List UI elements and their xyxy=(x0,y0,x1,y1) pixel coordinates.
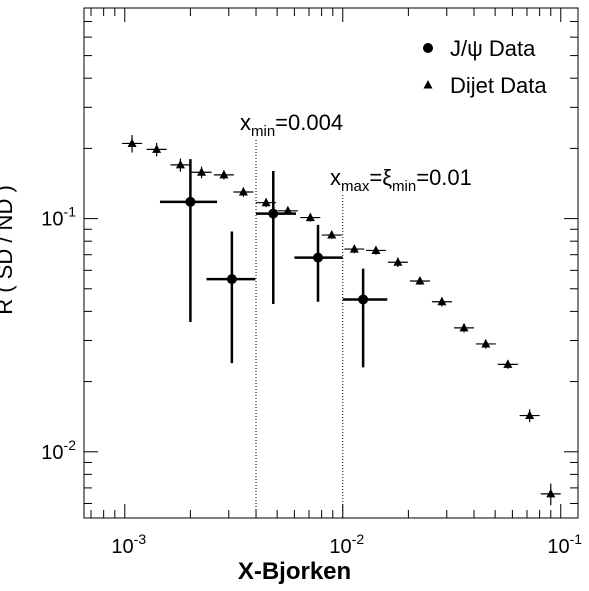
dijet-point xyxy=(305,212,315,222)
dijet-point xyxy=(415,275,425,285)
dijet-point xyxy=(283,205,293,215)
dijet-point xyxy=(371,245,381,254)
x-axis-label: X-Bjorken xyxy=(237,558,352,585)
legend-dijet-label: Dijet Data xyxy=(450,73,547,98)
dijet-point xyxy=(503,359,513,368)
dijet-point xyxy=(459,322,469,332)
dijet-point xyxy=(525,410,535,420)
annotation-label: xmax=ξmin=0.01 xyxy=(330,165,472,195)
dijet-point xyxy=(437,296,447,306)
dijet-point xyxy=(393,257,403,266)
legend-dijet-marker xyxy=(423,80,433,89)
plot-frame xyxy=(83,7,579,519)
dijet-point xyxy=(197,167,207,176)
jpsi-point xyxy=(268,208,279,219)
dijet-point xyxy=(546,488,556,498)
legend-jpsi-label: J/ψ Data xyxy=(450,36,536,61)
dijet-point xyxy=(219,169,229,179)
x-tick-label: 10-1 xyxy=(547,531,582,558)
dijet-point xyxy=(127,138,137,147)
dijet-point xyxy=(349,244,359,253)
jpsi-point xyxy=(313,252,324,263)
annotation-label: xmin=0.004 xyxy=(240,110,343,140)
jpsi-point xyxy=(185,196,196,207)
y-tick-label: 10-1 xyxy=(41,204,76,231)
y-tick-label: 10-2 xyxy=(41,437,76,464)
dijet-point xyxy=(152,144,162,153)
dijet-point xyxy=(238,187,248,196)
dijet-point xyxy=(481,338,491,348)
legend-jpsi-marker xyxy=(423,43,433,53)
dijet-point xyxy=(261,197,271,207)
dijet-point xyxy=(327,230,337,239)
jpsi-point xyxy=(226,274,237,285)
y-axis-label: R ( SD / ND ) xyxy=(0,185,17,315)
x-tick-label: 10-2 xyxy=(329,531,364,558)
x-tick-label: 10-3 xyxy=(111,531,146,558)
jpsi-point xyxy=(358,294,369,305)
dijet-point xyxy=(175,159,185,169)
